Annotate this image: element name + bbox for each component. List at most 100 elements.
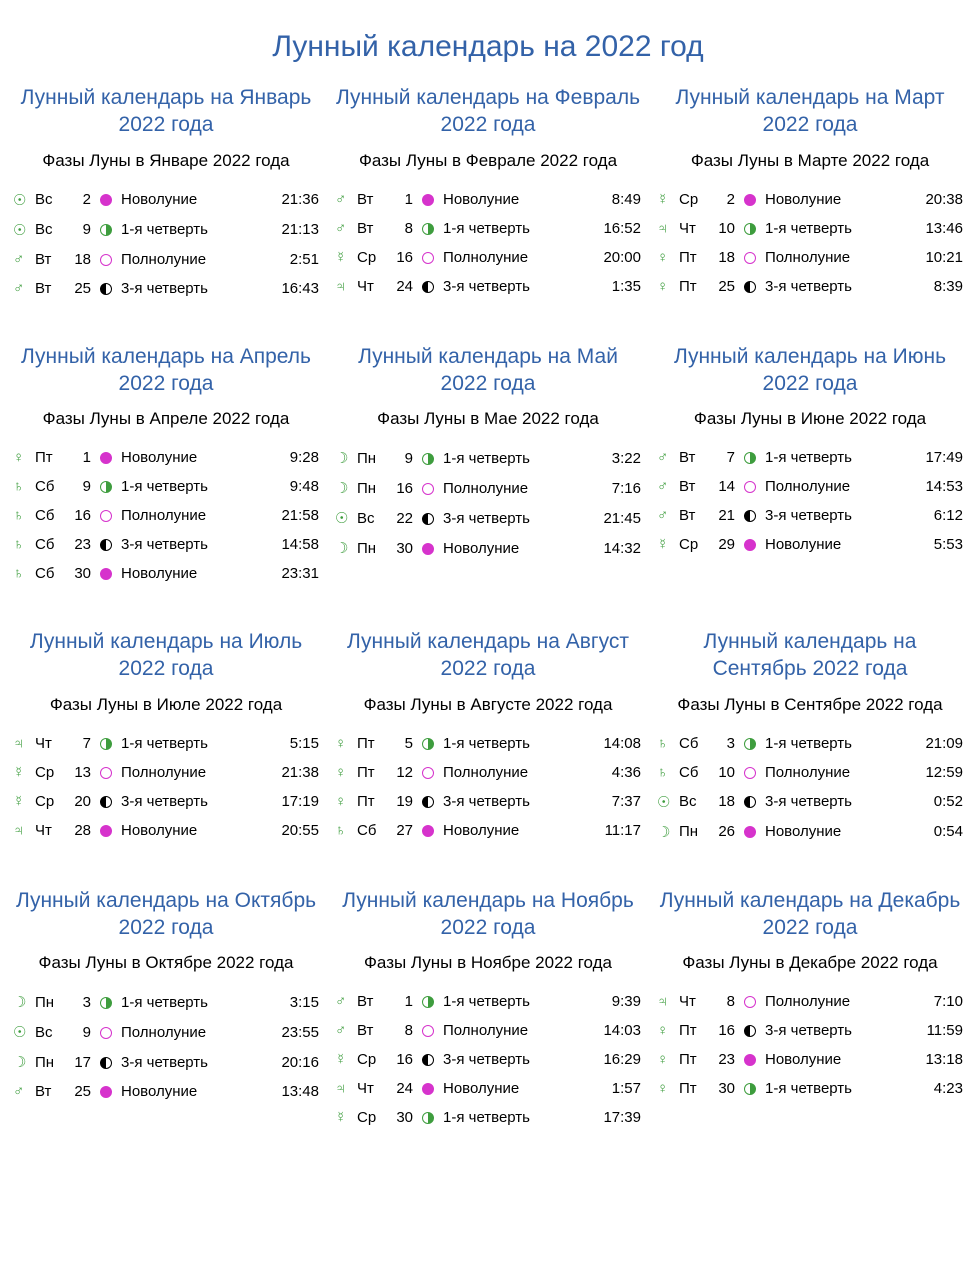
phase-row[interactable]: ☽Пн26Новолуние0:54	[654, 817, 966, 847]
phase-name: 3-я четверть	[118, 530, 257, 559]
moon-phase-icon	[416, 1016, 440, 1045]
phase-row[interactable]: ♀Пт301-я четверть4:23	[654, 1074, 966, 1103]
phase-row[interactable]: ♄Сб30Новолуние23:31	[10, 559, 322, 588]
phase-row[interactable]: ♂Вт8Полнолуние14:03	[332, 1016, 644, 1045]
phase-name: 1-я четверть	[762, 443, 901, 472]
moon-phase-icon	[416, 443, 440, 473]
phase-row[interactable]: ☉Вс183-я четверть0:52	[654, 787, 966, 817]
phase-row[interactable]: ☽Пн91-я четверть3:22	[332, 443, 644, 473]
phase-row[interactable]: ♀Пт51-я четверть14:08	[332, 729, 644, 758]
month-title[interactable]: Лунный календарь на Март 2022 года	[654, 84, 966, 139]
planet-symbol: ☿	[332, 1103, 354, 1132]
phase-row[interactable]: ☿Ср203-я четверть17:19	[10, 787, 322, 816]
moon-phase-icon	[416, 214, 440, 243]
phase-row[interactable]: ♀Пт12Полнолуние4:36	[332, 758, 644, 787]
month-title[interactable]: Лунный календарь на Сентябрь 2022 года	[654, 628, 966, 683]
phase-row[interactable]: ♂Вт11-я четверть9:39	[332, 987, 644, 1016]
weekday: Пн	[676, 817, 706, 847]
phase-time: 16:52	[579, 214, 644, 243]
weekday: Чт	[32, 729, 62, 758]
month-title[interactable]: Лунный календарь на Октябрь 2022 года	[10, 887, 322, 942]
month-title[interactable]: Лунный календарь на Июнь 2022 года	[654, 343, 966, 398]
moon-phase-icon	[94, 274, 118, 303]
phase-row[interactable]: ♄Сб31-я четверть21:09	[654, 729, 966, 758]
phase-row[interactable]: ☽Пн173-я четверть20:16	[10, 1047, 322, 1077]
phase-row[interactable]: ♀Пт18Полнолуние10:21	[654, 243, 966, 272]
phase-time: 13:48	[257, 1077, 322, 1106]
weekday: Вс	[354, 503, 384, 533]
weekday: Вт	[676, 501, 706, 530]
planet-symbol: ♃	[332, 1074, 354, 1103]
phase-row[interactable]: ☽Пн31-я четверть3:15	[10, 987, 322, 1017]
phase-row[interactable]: ♂Вт1Новолуние8:49	[332, 185, 644, 214]
phase-row[interactable]: ♄Сб16Полнолуние21:58	[10, 501, 322, 530]
phase-row[interactable]: ♃Чт71-я четверть5:15	[10, 729, 322, 758]
phase-row[interactable]: ☿Ср16Полнолуние20:00	[332, 243, 644, 272]
phase-row[interactable]: ♂Вт14Полнолуние14:53	[654, 472, 966, 501]
month-title[interactable]: Лунный календарь на Апрель 2022 года	[10, 343, 322, 398]
phase-name: 1-я четверть	[118, 215, 257, 245]
month-title[interactable]: Лунный календарь на Январь 2022 года	[10, 84, 322, 139]
phase-row[interactable]: ♃Чт24Новолуние1:57	[332, 1074, 644, 1103]
phase-row[interactable]: ♂Вт71-я четверть17:49	[654, 443, 966, 472]
phase-table: ♃Чт8Полнолуние7:10♀Пт163-я четверть11:59…	[654, 987, 966, 1103]
phase-row[interactable]: ♄Сб27Новолуние11:17	[332, 816, 644, 845]
phase-time: 14:58	[257, 530, 322, 559]
moon-phase-icon	[94, 443, 118, 472]
phase-row[interactable]: ♄Сб10Полнолуние12:59	[654, 758, 966, 787]
phase-row[interactable]: ♂Вт213-я четверть6:12	[654, 501, 966, 530]
phase-row[interactable]: ☉Вс9Полнолуние23:55	[10, 1017, 322, 1047]
day-number: 25	[706, 272, 738, 301]
phase-name: 3-я четверть	[440, 787, 579, 816]
phase-row[interactable]: ♀Пт1Новолуние9:28	[10, 443, 322, 472]
day-number: 8	[384, 1016, 416, 1045]
month-title[interactable]: Лунный календарь на Май 2022 года	[332, 343, 644, 398]
phase-name: Полнолуние	[762, 758, 901, 787]
month-block: Лунный календарь на Декабрь 2022 годаФаз…	[654, 887, 966, 1133]
month-title[interactable]: Лунный календарь на Февраль 2022 года	[332, 84, 644, 139]
phase-row[interactable]: ♃Чт8Полнолуние7:10	[654, 987, 966, 1016]
planet-symbol: ♂	[332, 1016, 354, 1045]
phase-row[interactable]: ♄Сб233-я четверть14:58	[10, 530, 322, 559]
phase-row[interactable]: ♂Вт81-я четверть16:52	[332, 214, 644, 243]
day-number: 3	[706, 729, 738, 758]
phase-row[interactable]: ♂Вт25Новолуние13:48	[10, 1077, 322, 1106]
phase-time: 2:51	[257, 245, 322, 274]
phase-row[interactable]: ♂Вт18Полнолуние2:51	[10, 245, 322, 274]
month-subtitle: Фазы Луны в Апреле 2022 года	[10, 409, 322, 429]
phase-row[interactable]: ☽Пн16Полнолуние7:16	[332, 473, 644, 503]
month-title[interactable]: Лунный календарь на Ноябрь 2022 года	[332, 887, 644, 942]
day-number: 16	[62, 501, 94, 530]
moon-phase-icon	[94, 530, 118, 559]
phase-row[interactable]: ☿Ср29Новолуние5:53	[654, 530, 966, 559]
weekday: Вс	[32, 1017, 62, 1047]
phase-row[interactable]: ♀Пт193-я четверть7:37	[332, 787, 644, 816]
phase-row[interactable]: ♀Пт163-я четверть11:59	[654, 1016, 966, 1045]
phase-row[interactable]: ☿Ср301-я четверть17:39	[332, 1103, 644, 1132]
phase-row[interactable]: ♄Сб91-я четверть9:48	[10, 472, 322, 501]
planet-symbol: ♄	[10, 559, 32, 588]
month-title[interactable]: Лунный календарь на Июль 2022 года	[10, 628, 322, 683]
phase-row[interactable]: ♀Пт23Новолуние13:18	[654, 1045, 966, 1074]
phase-row[interactable]: ☉Вс91-я четверть21:13	[10, 215, 322, 245]
phase-row[interactable]: ☉Вс223-я четверть21:45	[332, 503, 644, 533]
phase-row[interactable]: ☽Пн30Новолуние14:32	[332, 533, 644, 563]
month-title[interactable]: Лунный календарь на Декабрь 2022 года	[654, 887, 966, 942]
phase-row[interactable]: ♃Чт28Новолуние20:55	[10, 816, 322, 845]
phase-table: ☉Вс2Новолуние21:36☉Вс91-я четверть21:13♂…	[10, 185, 322, 303]
planet-symbol: ♂	[332, 185, 354, 214]
phase-row[interactable]: ♂Вт253-я четверть16:43	[10, 274, 322, 303]
phase-row[interactable]: ☿Ср13Полнолуние21:38	[10, 758, 322, 787]
phase-row[interactable]: ♃Чт101-я четверть13:46	[654, 214, 966, 243]
planet-symbol: ☉	[10, 1017, 32, 1047]
phase-row[interactable]: ☉Вс2Новолуние21:36	[10, 185, 322, 215]
phase-row[interactable]: ☿Ср2Новолуние20:38	[654, 185, 966, 214]
phase-row[interactable]: ☿Ср163-я четверть16:29	[332, 1045, 644, 1074]
day-number: 21	[706, 501, 738, 530]
day-number: 18	[706, 243, 738, 272]
month-subtitle: Фазы Луны в Августе 2022 года	[332, 695, 644, 715]
phase-row[interactable]: ♀Пт253-я четверть8:39	[654, 272, 966, 301]
phase-row[interactable]: ♃Чт243-я четверть1:35	[332, 272, 644, 301]
month-block: Лунный календарь на Март 2022 годаФазы Л…	[654, 84, 966, 303]
month-title[interactable]: Лунный календарь на Август 2022 года	[332, 628, 644, 683]
